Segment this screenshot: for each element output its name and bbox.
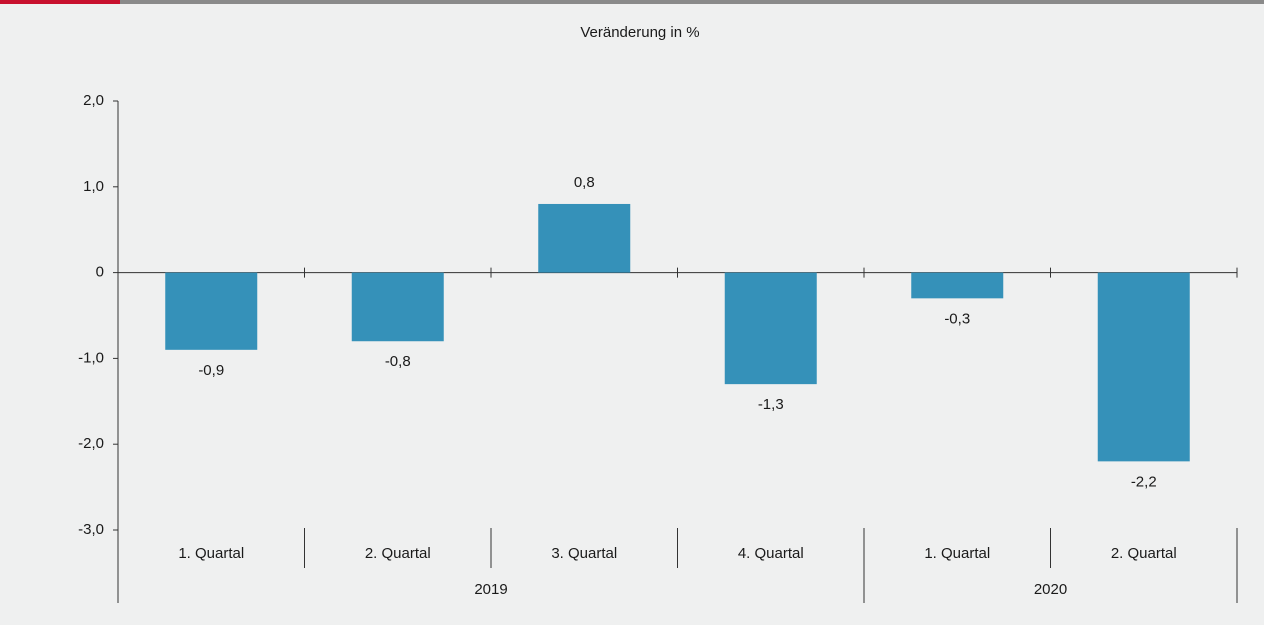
bar [165, 272, 258, 350]
y-tick-label: 2,0 [83, 92, 104, 109]
x-tick-label: 4. Quartal [738, 545, 804, 562]
x-tick-label: 3. Quartal [551, 545, 617, 562]
x-tick-label: 1. Quartal [924, 545, 990, 562]
group-label: 2019 [474, 581, 507, 598]
y-tick-label: 0 [96, 264, 104, 281]
value-label: 0,8 [574, 174, 595, 191]
value-label: -2,2 [1131, 473, 1157, 490]
y-tick-label: 1,0 [83, 178, 104, 195]
y-tick-label: -2,0 [78, 435, 104, 452]
chart-title: Veränderung in % [580, 24, 699, 41]
group-label: 2020 [1034, 581, 1067, 598]
y-tick-label: -1,0 [78, 349, 104, 366]
bar [724, 272, 817, 385]
bar [1097, 272, 1190, 462]
y-tick-label: -3,0 [78, 521, 104, 538]
bar [351, 272, 444, 342]
x-tick-label: 2. Quartal [365, 545, 431, 562]
top-rule [0, 0, 1264, 4]
bar [911, 272, 1004, 299]
value-label: -0,8 [385, 353, 411, 370]
top-accent [0, 0, 120, 4]
value-label: -1,3 [758, 396, 784, 413]
value-label: -0,3 [944, 310, 970, 327]
value-label: -0,9 [198, 362, 224, 379]
bar [538, 203, 631, 273]
x-tick-label: 1. Quartal [178, 545, 244, 562]
x-tick-label: 2. Quartal [1111, 545, 1177, 562]
